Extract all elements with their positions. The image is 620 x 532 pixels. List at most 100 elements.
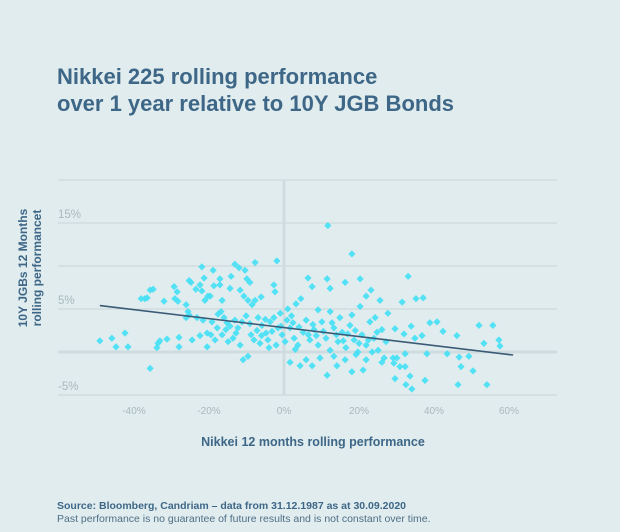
data-point	[326, 284, 334, 292]
data-point	[362, 292, 370, 300]
data-point	[175, 343, 183, 351]
data-point	[248, 301, 256, 309]
data-point	[308, 362, 316, 370]
footer: Source: Bloomberg, Candriam – data from …	[57, 500, 431, 526]
data-point	[137, 295, 145, 303]
data-point	[296, 362, 304, 370]
data-point	[304, 331, 312, 339]
data-point	[355, 339, 363, 347]
chart-title-line-2: over 1 year relative to 10Y JGB Bonds	[57, 91, 454, 116]
data-point	[412, 295, 420, 303]
data-point	[247, 331, 255, 339]
data-point	[265, 344, 273, 352]
data-point	[270, 314, 278, 322]
data-point	[421, 376, 429, 384]
data-point	[229, 334, 237, 342]
data-point	[170, 283, 178, 291]
data-point	[318, 318, 326, 326]
data-point	[236, 341, 244, 349]
data-point	[312, 332, 320, 340]
data-point	[302, 316, 310, 324]
data-point	[326, 346, 334, 354]
data-point	[182, 314, 190, 322]
data-point	[398, 298, 406, 306]
data-point	[207, 331, 215, 339]
disclaimer: Past performance is no guarantee of futu…	[57, 513, 431, 525]
data-point	[240, 292, 248, 300]
data-point	[273, 257, 281, 265]
data-point	[222, 326, 230, 334]
data-point	[210, 282, 218, 290]
data-point	[400, 330, 408, 338]
data-point	[211, 336, 219, 344]
data-point	[419, 294, 427, 302]
data-point	[124, 343, 132, 351]
data-point	[286, 358, 294, 366]
x-tick-label: 20%	[349, 406, 369, 417]
data-point	[253, 326, 261, 335]
x-tick-label: -20%	[197, 406, 220, 417]
data-point	[121, 329, 129, 337]
data-point	[408, 385, 416, 393]
data-point	[160, 297, 168, 305]
chart-title-line-1: Nikkei 225 rolling performance	[57, 64, 378, 89]
data-point	[242, 312, 250, 320]
data-point	[371, 314, 379, 322]
data-point	[356, 302, 364, 311]
data-point	[185, 311, 193, 319]
data-point	[246, 278, 254, 286]
data-point	[433, 318, 441, 326]
data-point	[290, 334, 298, 342]
x-axis-label: Nikkei 12 months rolling performance	[0, 435, 620, 449]
data-point	[223, 319, 231, 327]
data-point	[336, 314, 344, 322]
data-point	[284, 305, 292, 313]
data-point	[457, 363, 465, 371]
data-point	[268, 327, 276, 335]
data-point	[182, 301, 190, 309]
data-point	[391, 375, 399, 383]
data-point	[362, 341, 370, 349]
data-point	[406, 372, 414, 380]
data-point	[389, 354, 397, 362]
data-point	[146, 364, 154, 372]
data-point	[339, 337, 347, 345]
data-point	[469, 367, 477, 375]
data-point	[480, 339, 488, 347]
data-point	[192, 285, 200, 293]
data-point	[401, 363, 409, 371]
data-point	[439, 327, 447, 335]
data-point	[226, 322, 234, 330]
data-point	[362, 356, 370, 364]
y-tick-label: 5%	[58, 295, 75, 307]
chart-title: Nikkei 225 rolling performance over 1 ye…	[57, 63, 454, 117]
data-point	[278, 331, 286, 339]
data-point	[333, 362, 341, 370]
data-point	[496, 342, 504, 350]
data-point	[283, 316, 291, 324]
data-point	[359, 366, 367, 374]
x-tick-label: 40%	[424, 406, 444, 417]
data-point	[495, 336, 503, 344]
data-point	[216, 281, 224, 289]
data-point	[351, 326, 359, 335]
data-point	[266, 318, 274, 326]
data-point	[304, 274, 312, 282]
data-point	[175, 333, 183, 341]
x-tick-labels: -40% -20% 0% 20% 40% 60%	[122, 406, 519, 417]
data-point	[292, 300, 300, 308]
data-point	[324, 221, 332, 230]
data-point	[384, 309, 392, 317]
data-point	[326, 307, 334, 316]
data-point	[149, 285, 157, 293]
data-point	[341, 356, 349, 364]
data-point	[297, 295, 305, 303]
data-point	[213, 324, 221, 332]
data-point	[214, 310, 222, 318]
data-point	[401, 350, 409, 358]
data-point	[220, 314, 228, 322]
data-points	[96, 221, 504, 393]
data-point	[380, 354, 388, 362]
data-point	[272, 341, 280, 349]
